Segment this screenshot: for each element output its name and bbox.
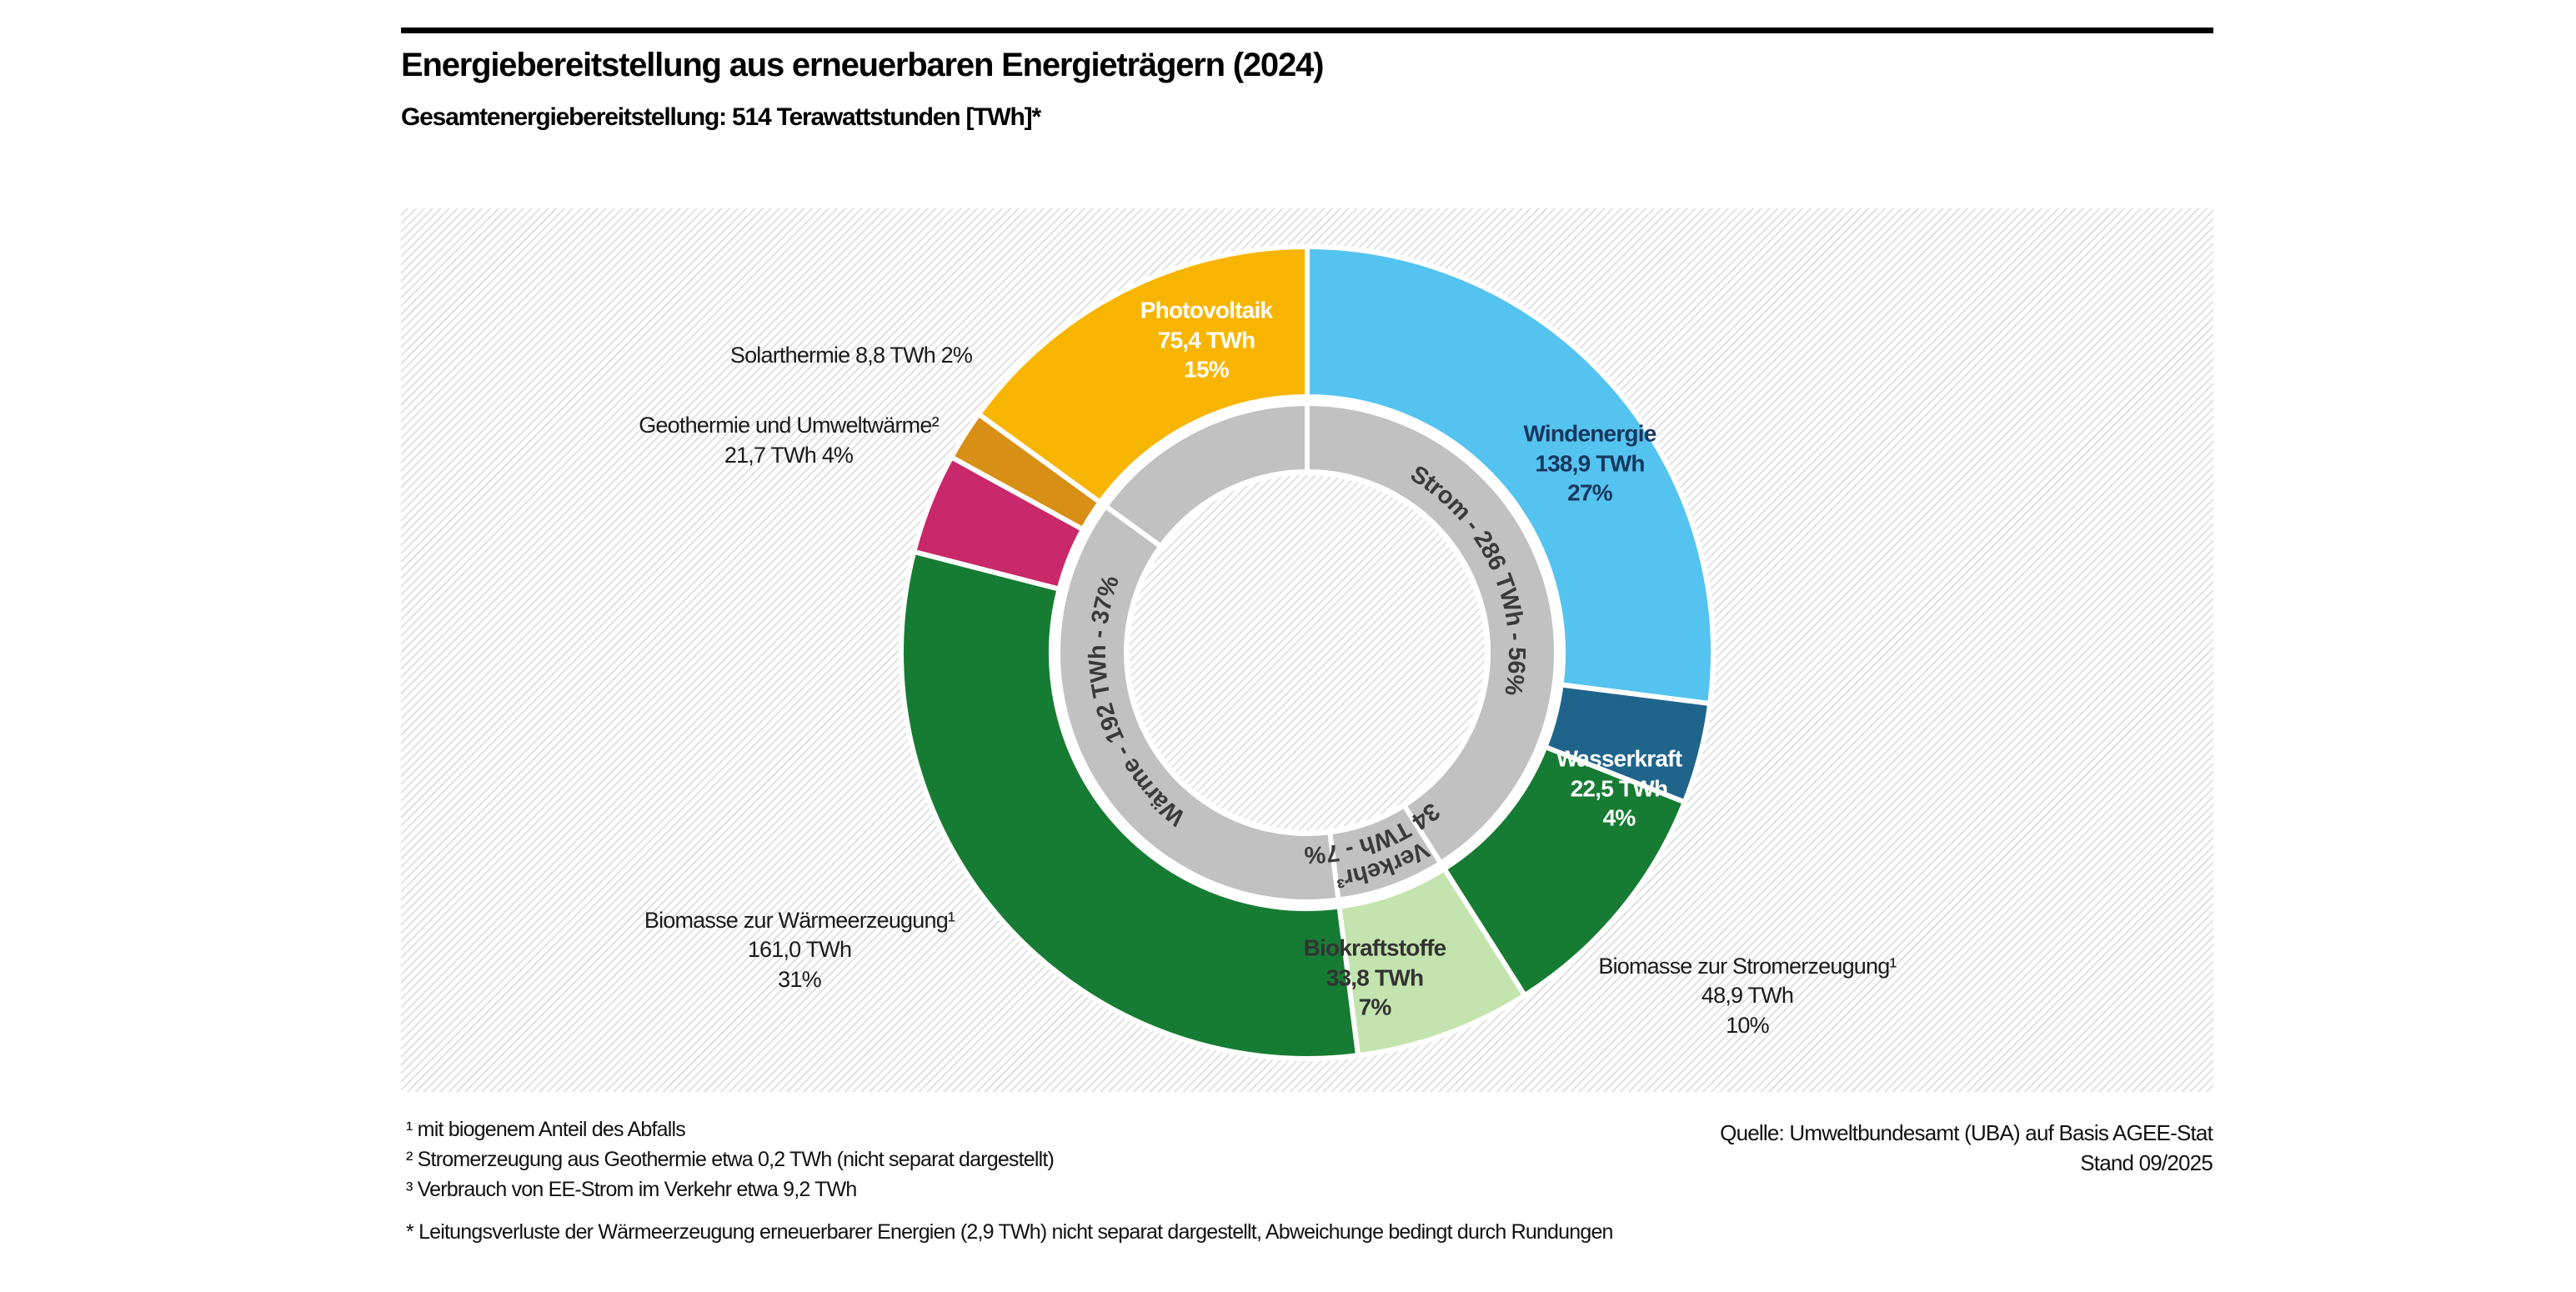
source-line-2: Stand 09/2025 bbox=[2080, 1150, 2213, 1175]
segment-windenergie bbox=[1305, 243, 1716, 707]
asterisk-note: * Leitungsverluste der Wärmeerzeugung er… bbox=[406, 1220, 1613, 1244]
segment-label: Wasserkraft bbox=[1556, 745, 1682, 771]
page-title: Energiebereitstellung aus erneuerbaren E… bbox=[401, 47, 1324, 83]
segment-label: Biomasse zur Wärmeerzeugung¹ bbox=[644, 908, 955, 933]
segment-label: 31% bbox=[778, 967, 821, 992]
segment-label: 48,9 TWh bbox=[1701, 983, 1793, 1008]
footnote-2: ² Stromerzeugung aus Geothermie etwa 0,2… bbox=[406, 1148, 1055, 1171]
segment-photovoltaik bbox=[975, 243, 1310, 506]
segment-label: 4% bbox=[1603, 804, 1636, 830]
segment-label: Windenergie bbox=[1524, 420, 1656, 446]
segment-label: Biokraftstoffe bbox=[1304, 934, 1446, 960]
top-rule bbox=[401, 28, 2213, 33]
chart-panel: Windenergie 138,9 TWh 27% Wasserkraft 22,5 T… bbox=[401, 208, 2213, 1092]
segment-label: 161,0 TWh bbox=[748, 937, 851, 962]
segment-biomasse-zur-w-rmeerzeugung- bbox=[899, 548, 1361, 1061]
segment-label: 27% bbox=[1567, 479, 1613, 505]
segment-label: Geothermie und Umweltwärme² bbox=[639, 413, 939, 438]
source: Quelle: Umweltbundesamt (UBA) auf Basis … bbox=[1720, 1118, 2213, 1178]
source-line-1: Quelle: Umweltbundesamt (UBA) auf Basis … bbox=[1720, 1120, 2213, 1145]
footnote-3: ³ Verbrauch von EE-Strom im Verkehr etwa… bbox=[406, 1178, 857, 1201]
segment-label: 75,4 TWh bbox=[1158, 327, 1255, 353]
page-subtitle: Gesamtenergiebereitstellung: 514 Terawat… bbox=[401, 103, 1041, 131]
segment-label: 22,5 TWh bbox=[1571, 775, 1668, 801]
segment-label: 21,7 TWh 4% bbox=[724, 443, 854, 468]
segment-label: 15% bbox=[1184, 356, 1230, 382]
inner-segment-wärme bbox=[1055, 503, 1341, 904]
segment-label: 10% bbox=[1726, 1013, 1769, 1038]
footnote-1: ¹ mit biogenem Anteil des Abfalls bbox=[406, 1118, 686, 1141]
donut-hole bbox=[1130, 475, 1485, 830]
inner-segment-strom bbox=[1101, 401, 1559, 867]
segment-label: Photovoltaik bbox=[1140, 297, 1274, 323]
footnotes: ¹ mit biogenem Anteil des Abfalls ² Stro… bbox=[406, 1114, 1055, 1204]
segment-label: 138,9 TWh bbox=[1535, 450, 1644, 476]
segment-label: Biomasse zur Stromerzeugung¹ bbox=[1598, 954, 1897, 979]
donut-svg: Windenergie 138,9 TWh 27% Wasserkraft 22,5 T… bbox=[639, 243, 1897, 1061]
segment-label: Solarthermie 8,8 TWh 2% bbox=[730, 343, 973, 368]
segment-label: 33,8 TWh bbox=[1326, 964, 1424, 990]
segment-label: 7% bbox=[1359, 994, 1392, 1019]
